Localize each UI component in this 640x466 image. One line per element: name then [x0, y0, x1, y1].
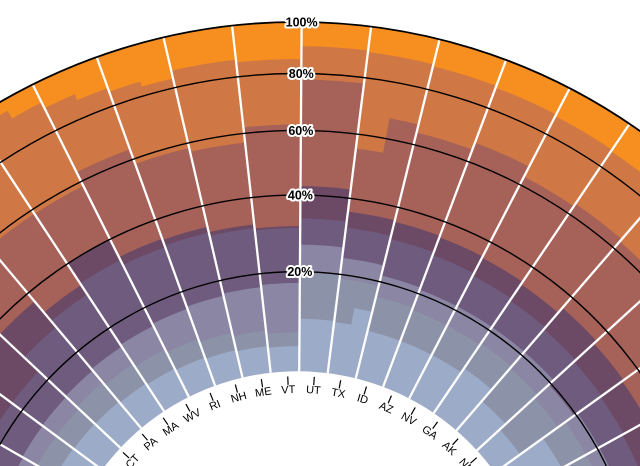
svg-text:TX: TX: [330, 387, 347, 401]
svg-text:20%: 20%: [287, 265, 312, 279]
svg-text:UT: UT: [306, 384, 322, 397]
svg-text:NM: NM: [456, 456, 476, 466]
svg-text:40%: 40%: [288, 188, 313, 202]
svg-text:80%: 80%: [289, 67, 314, 81]
svg-text:NH: NH: [230, 390, 249, 406]
svg-text:AZ: AZ: [377, 400, 395, 417]
svg-text:100%: 100%: [286, 15, 318, 29]
svg-text:ID: ID: [356, 392, 370, 407]
svg-text:VT: VT: [281, 384, 296, 397]
svg-text:ME: ME: [254, 385, 272, 399]
svg-text:60%: 60%: [288, 124, 313, 138]
svg-text:RI: RI: [208, 398, 223, 413]
